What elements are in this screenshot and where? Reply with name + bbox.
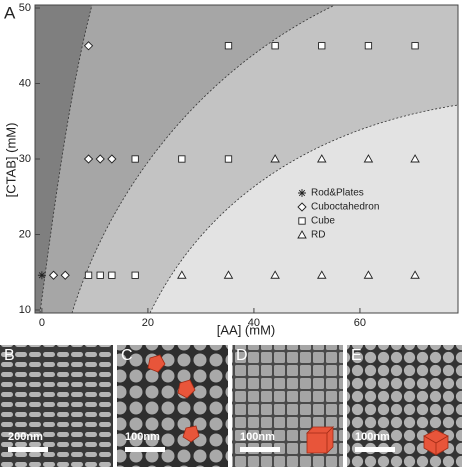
scale-bar xyxy=(240,447,280,452)
boundary xyxy=(71,5,336,313)
panel-label: C xyxy=(121,347,133,364)
x-tick-label: 40 xyxy=(248,317,260,329)
point xyxy=(48,270,59,280)
point xyxy=(84,271,93,279)
point xyxy=(83,154,94,164)
point xyxy=(96,271,104,279)
y-tick-label: 10 xyxy=(19,304,31,316)
scale-bar-label: 100nm xyxy=(240,431,275,443)
scale-bar-label: 100nm xyxy=(125,431,160,443)
micrograph xyxy=(0,345,113,467)
y-tick-label: 30 xyxy=(19,153,31,165)
point xyxy=(318,42,326,50)
point xyxy=(95,154,105,164)
point xyxy=(363,270,374,279)
point xyxy=(177,270,187,279)
micrograph xyxy=(117,345,228,467)
point xyxy=(364,42,373,50)
scale-bar-label: 100nm xyxy=(355,431,390,443)
point xyxy=(37,271,46,280)
legend-label: Cuboctahedron xyxy=(311,202,379,213)
point xyxy=(270,270,280,279)
x-axis-label: [AA] (mM) xyxy=(217,322,276,337)
boundary xyxy=(39,5,93,313)
panel-label: E xyxy=(351,347,362,364)
point xyxy=(224,42,233,50)
x-tick-label: 60 xyxy=(354,317,366,329)
point xyxy=(108,271,116,279)
point xyxy=(316,154,327,163)
x-tick-label: 20 xyxy=(142,317,154,329)
boundary xyxy=(149,104,458,313)
model xyxy=(147,354,166,373)
point xyxy=(131,271,139,279)
point xyxy=(363,154,374,163)
scale-bar xyxy=(8,447,48,452)
point xyxy=(411,42,419,50)
panel-label: B xyxy=(4,347,15,364)
scale-bar-label: 200nm xyxy=(8,431,43,443)
shape-models xyxy=(147,354,449,456)
point xyxy=(270,154,280,163)
point xyxy=(316,270,327,279)
model xyxy=(182,425,200,443)
point xyxy=(131,155,139,163)
legend-marker xyxy=(297,230,307,239)
model xyxy=(306,426,334,454)
y-tick-label: 40 xyxy=(19,77,31,89)
point xyxy=(83,41,94,51)
point xyxy=(271,42,279,50)
x-tick-label: 0 xyxy=(39,317,45,329)
point xyxy=(60,270,70,280)
model xyxy=(423,429,449,456)
point xyxy=(224,155,233,163)
legend-marker xyxy=(298,217,306,225)
panel-label: A xyxy=(4,3,16,22)
point xyxy=(410,154,420,163)
model xyxy=(177,379,196,399)
point xyxy=(223,270,234,279)
legend-label: RD xyxy=(311,230,325,241)
point xyxy=(410,270,420,279)
y-axis-label: [CTAB] (mM) xyxy=(3,123,18,198)
legend-label: Cube xyxy=(311,216,335,227)
legend-marker xyxy=(297,202,307,212)
legend-label: Rod&Plates xyxy=(311,188,364,199)
y-tick-label: 20 xyxy=(19,228,31,240)
scale-bar xyxy=(125,447,165,452)
point xyxy=(178,155,186,163)
y-tick-label: 50 xyxy=(19,2,31,14)
panel-label: D xyxy=(236,347,248,364)
legend-marker xyxy=(298,189,306,197)
scale-bar xyxy=(355,447,395,452)
point xyxy=(107,154,117,164)
